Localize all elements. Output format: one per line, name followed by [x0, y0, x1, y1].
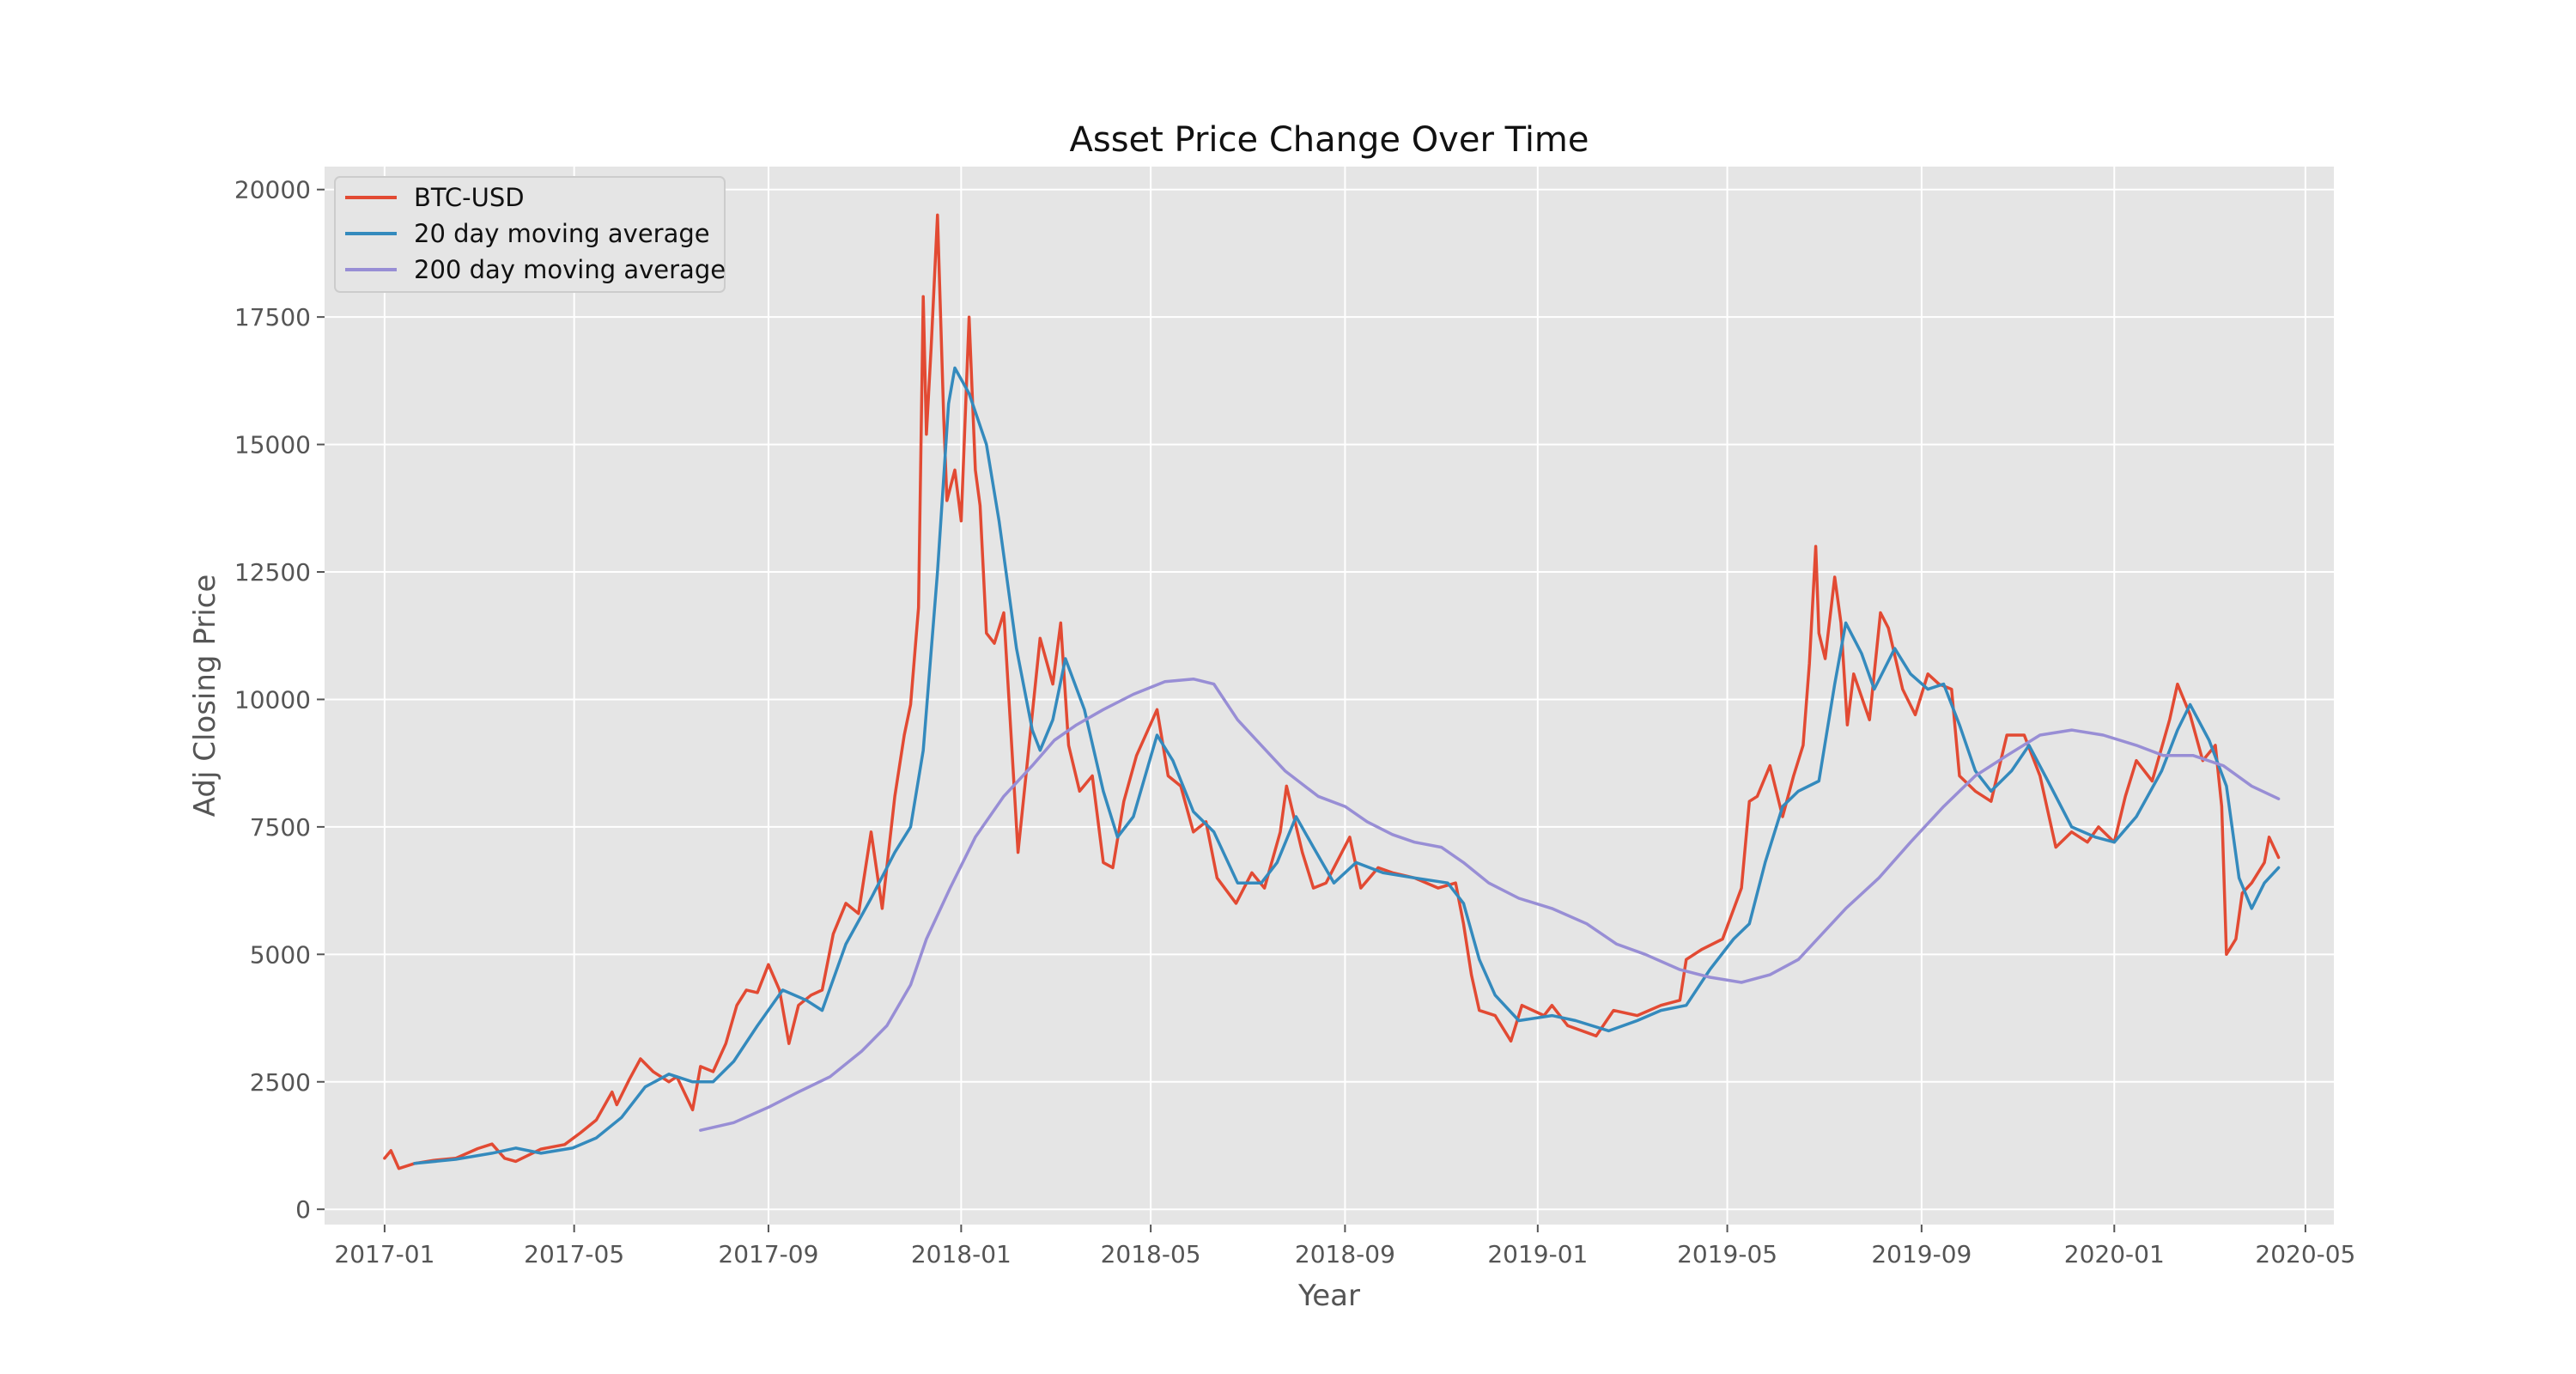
- x-tick-label: 2017-05: [524, 1240, 624, 1268]
- y-tick-label: 17500: [234, 303, 311, 331]
- y-tick-label: 5000: [250, 940, 311, 969]
- legend: BTC-USD 20 day moving average 200 day mo…: [334, 176, 726, 293]
- x-axis-label: Year: [1297, 1279, 1360, 1313]
- legend-label-btc-usd: BTC-USD: [414, 183, 525, 212]
- y-tick-label: 7500: [250, 813, 311, 842]
- grid: [325, 167, 2334, 1225]
- x-tick-label: 2019-05: [1677, 1240, 1777, 1268]
- legend-label-20-day-ma: 20 day moving average: [414, 219, 710, 248]
- y-axis-label: Adj Closing Price: [188, 575, 222, 818]
- ma-20-day-line: [413, 366, 2281, 1165]
- x-tick-label: 2020-05: [2255, 1240, 2355, 1268]
- legend-box: [334, 176, 726, 293]
- y-tick-label: 0: [295, 1195, 311, 1224]
- plot-area: [325, 167, 2334, 1225]
- x-tick-label: 2018-09: [1295, 1240, 1395, 1268]
- y-tick-label: 20000: [234, 176, 311, 204]
- legend-label-200-day-ma: 200 day moving average: [414, 255, 726, 284]
- x-tick-label: 2018-01: [911, 1240, 1012, 1268]
- x-tick-label: 2017-01: [334, 1240, 434, 1268]
- chart-title: Asset Price Change Over Time: [1069, 120, 1589, 160]
- btc-usd-line: [383, 213, 2281, 1170]
- x-tick-label: 2019-01: [1487, 1240, 1588, 1268]
- x-tick-label: 2019-09: [1871, 1240, 1971, 1268]
- x-tick-label: 2018-05: [1101, 1240, 1201, 1268]
- ma-200-day-line: [699, 677, 2281, 1132]
- y-tick-label: 15000: [234, 431, 311, 459]
- series-layer: [383, 213, 2281, 1170]
- y-tick-label: 2500: [250, 1068, 311, 1097]
- x-tick-label: 2017-09: [718, 1240, 818, 1268]
- x-axis: 2017-01 2017-05 2017-09 2018-01 2018-05 2018-…: [334, 1225, 2355, 1268]
- y-tick-label: 12500: [234, 558, 311, 587]
- y-tick-label: 10000: [234, 685, 311, 714]
- y-axis: 0 2500 5000 7500 10000 12500 15000 17500 20000: [234, 176, 325, 1224]
- x-tick-label: 2020-01: [2064, 1240, 2165, 1268]
